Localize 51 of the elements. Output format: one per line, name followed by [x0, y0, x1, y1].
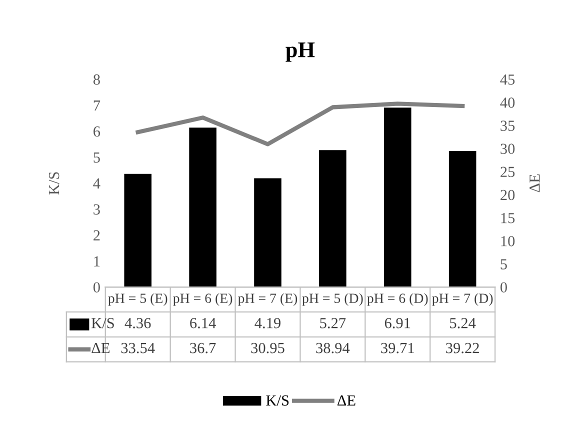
data-label: 4.19: [254, 318, 280, 328]
y-tick-label: 6: [94, 126, 100, 137]
data-label: 5.24: [450, 318, 476, 328]
y2-tick-label: 45: [500, 74, 515, 85]
y2-tick-label: 40: [500, 98, 515, 108]
x-tick-label: pH = 7 (D): [432, 293, 493, 306]
bar: [448, 150, 476, 288]
y-tick-label: 8: [93, 74, 100, 85]
x-tick-label: pH = 5 (E): [108, 293, 168, 306]
x-tick-label: pH = 5 (D): [302, 293, 363, 306]
y-tick-label: 3: [94, 204, 100, 215]
bar: [254, 178, 282, 288]
data-label: 36.7: [190, 342, 216, 354]
y-tick-label: 7: [94, 100, 100, 111]
y-axis-title: K/S: [48, 172, 60, 195]
bar: [319, 150, 346, 288]
y-tick-label: 4: [93, 178, 100, 188]
legend-label: K/S: [92, 318, 114, 328]
y-tick-label: 1: [94, 256, 100, 266]
legend-label: ΔE: [92, 342, 110, 354]
bar: [189, 128, 216, 288]
bar: [384, 108, 412, 288]
bar: [124, 174, 152, 288]
y2-tick-label: 30: [500, 144, 515, 154]
y-tick-label: 0: [93, 282, 100, 292]
data-label: 39.22: [446, 342, 479, 354]
data-label: 33.54: [121, 342, 155, 354]
y2-tick-label: 5: [500, 259, 507, 270]
y2-tick-label: 15: [501, 213, 515, 224]
x-tick-label: pH = 7 (E): [238, 293, 298, 306]
text: ΔE: [337, 395, 356, 406]
y-tick-label: 5: [94, 152, 100, 163]
data-label: 5.27: [320, 318, 346, 328]
y2-tick-label: 20: [500, 190, 515, 200]
y2-tick-label: 10: [501, 236, 515, 246]
y2-tick-label: 0: [500, 282, 507, 292]
y2-tick-label: 35: [500, 120, 515, 131]
data-label: 39.71: [381, 342, 414, 354]
data-label: 30.95: [251, 342, 284, 354]
data-label: 4.36: [124, 318, 151, 328]
y2-tick-label: 25: [500, 166, 515, 178]
x-tick-label: pH = 6 (E): [173, 293, 232, 306]
data-label: 38.94: [316, 342, 350, 354]
line-series: [136, 102, 465, 146]
text: K/S: [266, 395, 289, 406]
x-tick-label: pH = 6 (D): [367, 293, 428, 306]
y-tick-label: 2: [94, 230, 100, 240]
chart-title: pH: [286, 42, 315, 62]
y2-axis-title: ΔE: [530, 174, 540, 192]
data-label: 6.14: [190, 318, 216, 328]
data-label: 6.91: [384, 318, 410, 328]
